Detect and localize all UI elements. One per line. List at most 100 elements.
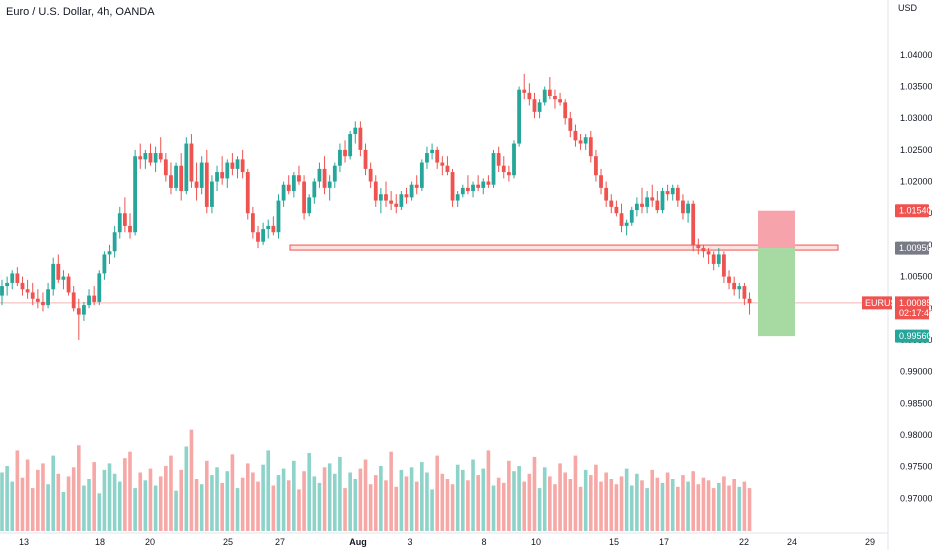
candle-body — [670, 187, 675, 195]
y-tick-label: 1.03000 — [900, 113, 932, 123]
candle-body — [281, 184, 286, 201]
candle-body — [624, 222, 629, 226]
candle-body — [675, 187, 680, 201]
candle-body — [440, 162, 445, 166]
candle-body — [307, 197, 312, 214]
volume-bar — [589, 475, 593, 531]
candle-body — [235, 159, 240, 169]
volume-bar — [174, 490, 178, 531]
volume-bar — [71, 467, 76, 531]
candle-body — [302, 181, 306, 214]
candle-body — [532, 99, 537, 112]
candle-body — [204, 162, 209, 207]
volume-bar — [614, 484, 619, 531]
candle-body — [537, 102, 542, 112]
volume-bars — [0, 429, 752, 531]
candle-body — [163, 159, 168, 176]
candle-body — [97, 273, 102, 302]
volume-bar — [256, 481, 260, 531]
candle-body — [215, 172, 219, 182]
volume-bar — [522, 481, 527, 531]
candle-body — [430, 149, 434, 154]
volume-bar — [153, 485, 158, 531]
volume-bar — [333, 473, 337, 531]
candle-body — [46, 289, 50, 306]
volume-bar — [327, 463, 332, 531]
candle-body — [148, 153, 153, 163]
candle-body — [506, 172, 511, 176]
volume-bar — [169, 455, 173, 531]
volume-bar — [471, 459, 475, 531]
volume-bar — [384, 480, 388, 531]
candle-body — [5, 282, 10, 287]
candle-body — [604, 187, 609, 201]
volume-bar — [455, 464, 460, 531]
volume-bar — [527, 473, 532, 531]
volume-bar — [307, 453, 311, 531]
candle-body — [158, 153, 163, 160]
candle-body — [727, 276, 731, 283]
volume-bar — [435, 455, 439, 531]
candle-body — [112, 232, 117, 252]
trade-overlays[interactable] — [0, 210, 888, 337]
stop-price-tag: 1.01540 — [899, 206, 932, 216]
candle-body — [460, 187, 465, 195]
candle-body — [547, 89, 552, 97]
candle-body — [455, 194, 460, 201]
time-axis[interactable]: 13 18 20 25 27 Aug 3 8 10 15 17 22 24 29 — [0, 532, 888, 547]
chart-title: Euro / U.S. Dollar, 4h, OANDA — [6, 6, 155, 18]
volume-bar — [82, 485, 86, 531]
candle-body — [394, 203, 399, 207]
volume-bar — [276, 475, 281, 531]
countdown-tag: 02:17:48 — [899, 308, 932, 318]
volume-bar — [117, 481, 122, 531]
candle-body — [179, 165, 184, 192]
candlesticks — [0, 73, 752, 340]
volume-bar — [373, 475, 378, 531]
candle-body — [358, 127, 363, 150]
volume-bar — [676, 486, 680, 531]
price-axis[interactable]: USD 1.04000 1.03500 1.03000 1.02500 1.02000 1.… — [887, 0, 932, 550]
volume-bar — [486, 450, 491, 531]
volume-bar — [281, 468, 286, 531]
candle-body — [722, 254, 726, 277]
candle-body — [542, 89, 547, 103]
candle-body — [553, 96, 557, 100]
candle-body — [419, 162, 424, 188]
volume-bar — [66, 476, 71, 531]
volume-bar — [102, 469, 107, 531]
symbol-tag: EURUSD — [865, 298, 904, 308]
volume-bar — [368, 484, 373, 531]
candle-body — [322, 168, 327, 188]
volume-bar — [251, 472, 255, 531]
candle-body — [30, 292, 35, 299]
volume-bar — [25, 459, 30, 531]
y-tick-label: 0.97000 — [900, 493, 932, 503]
volume-bar — [737, 486, 742, 531]
candle-body — [312, 181, 317, 198]
candle-body — [353, 127, 358, 135]
x-tick-label: 8 — [481, 537, 486, 547]
volume-bar — [425, 472, 429, 531]
volume-bar — [563, 472, 567, 531]
candle-body — [35, 298, 40, 302]
stop-loss-zone — [758, 210, 795, 249]
volume-bar — [420, 462, 424, 531]
volume-bar — [266, 450, 271, 531]
candle-body — [583, 137, 588, 144]
volume-bar — [496, 477, 501, 531]
candle-body — [481, 181, 486, 188]
candle-body — [128, 225, 132, 233]
candle-body — [184, 143, 189, 192]
y-tick-label: 0.98500 — [900, 398, 932, 408]
volume-bar — [619, 476, 624, 531]
volume-bar — [655, 477, 660, 531]
candle-body — [327, 181, 332, 188]
volume-bar — [271, 485, 276, 531]
candle-body — [527, 92, 532, 100]
candle-body — [261, 229, 266, 242]
volume-bar — [158, 476, 163, 531]
volume-bar — [261, 464, 265, 531]
volume-bar — [624, 468, 629, 531]
